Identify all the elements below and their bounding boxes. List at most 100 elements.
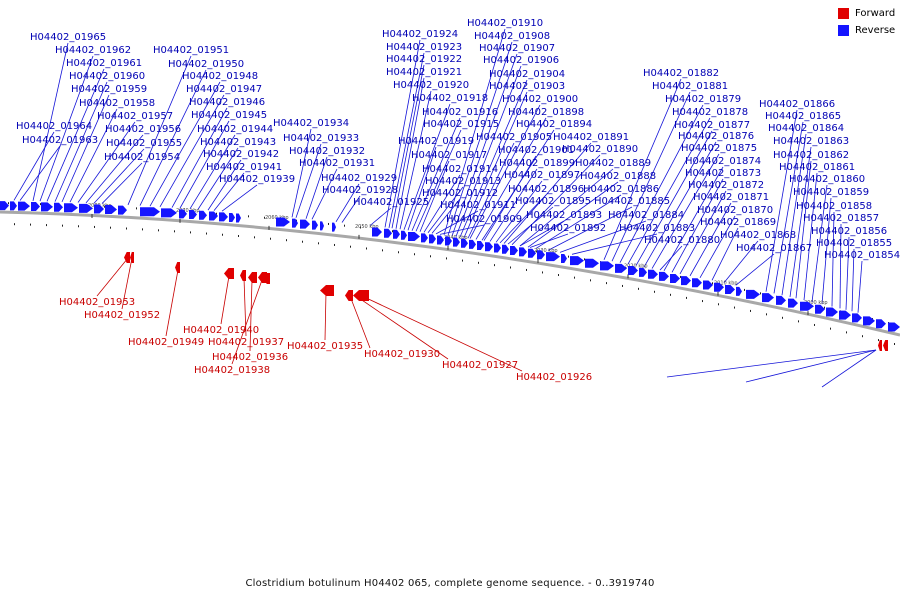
reverse-gene-label[interactable]: H04402_01907 — [479, 43, 555, 54]
reverse-gene-label[interactable]: H04402_01882 — [643, 68, 719, 79]
reverse-gene-label[interactable]: H04402_01909 — [446, 214, 522, 225]
reverse-gene-label[interactable]: H04402_01964 — [16, 121, 92, 132]
reverse-gene-label[interactable]: H04402_01946 — [189, 97, 265, 108]
reverse-gene-label[interactable]: H04402_01875 — [681, 143, 757, 154]
reverse-gene-label[interactable]: H04402_01951 — [153, 45, 229, 56]
reverse-gene-label[interactable]: H04402_01918 — [412, 93, 488, 104]
reverse-gene-label[interactable]: H04402_01857 — [803, 213, 879, 224]
forward-gene-label[interactable]: H04402_01936 — [212, 352, 288, 363]
forward-gene-label[interactable]: H04402_01940 — [183, 325, 259, 336]
forward-gene-label[interactable]: H04402_01952 — [84, 310, 160, 321]
reverse-gene-label[interactable]: H04402_01965 — [30, 32, 106, 43]
reverse-gene-label[interactable]: H04402_01893 — [526, 210, 602, 221]
reverse-gene-label[interactable]: H04402_01924 — [382, 29, 458, 40]
reverse-gene-label[interactable]: H04402_01920 — [393, 80, 469, 91]
reverse-gene-label[interactable]: H04402_01892 — [530, 223, 606, 234]
reverse-gene-label[interactable]: H04402_01933 — [283, 133, 359, 144]
reverse-gene-label[interactable]: H04402_01911 — [440, 200, 516, 211]
reverse-gene-label[interactable]: H04402_01957 — [97, 111, 173, 122]
reverse-gene-label[interactable]: H04402_01932 — [289, 146, 365, 157]
reverse-gene-label[interactable]: H04402_01880 — [644, 235, 720, 246]
reverse-gene-label[interactable]: H04402_01956 — [105, 124, 181, 135]
reverse-gene-label[interactable]: H04402_01876 — [678, 131, 754, 142]
forward-gene-label[interactable]: H04402_01927 — [442, 360, 518, 371]
reverse-gene-label[interactable]: H04402_01854 — [824, 250, 900, 261]
reverse-gene-label[interactable]: H04402_01873 — [685, 168, 761, 179]
reverse-gene-label[interactable]: H04402_01878 — [672, 107, 748, 118]
reverse-gene-label[interactable]: H04402_01870 — [697, 205, 773, 216]
reverse-gene-label[interactable]: H04402_01879 — [665, 94, 741, 105]
reverse-gene-label[interactable]: H04402_01928 — [322, 185, 398, 196]
reverse-gene-label[interactable]: H04402_01868 — [720, 230, 796, 241]
reverse-gene-label[interactable]: H04402_01958 — [79, 98, 155, 109]
reverse-gene-label[interactable]: H04402_01855 — [816, 238, 892, 249]
reverse-gene-label[interactable]: H04402_01963 — [22, 135, 98, 146]
reverse-gene-label[interactable]: H04402_01859 — [793, 187, 869, 198]
reverse-gene-label[interactable]: H04402_01910 — [467, 18, 543, 29]
reverse-gene-label[interactable]: H04402_01865 — [765, 111, 841, 122]
reverse-gene-label[interactable]: H04402_01860 — [789, 174, 865, 185]
reverse-gene-label[interactable]: H04402_01908 — [474, 31, 550, 42]
reverse-gene-label[interactable]: H04402_01906 — [483, 55, 559, 66]
forward-gene-label[interactable]: H04402_01926 — [516, 372, 592, 383]
reverse-gene-label[interactable]: H04402_01897 — [504, 170, 580, 181]
reverse-gene-label[interactable]: H04402_01934 — [273, 118, 349, 129]
reverse-gene-label[interactable]: H04402_01943 — [200, 137, 276, 148]
reverse-gene-label[interactable]: H04402_01960 — [69, 71, 145, 82]
reverse-gene-label[interactable]: H04402_01864 — [768, 123, 844, 134]
reverse-gene-label[interactable]: H04402_01904 — [489, 69, 565, 80]
reverse-gene-label[interactable]: H04402_01925 — [353, 197, 429, 208]
reverse-gene-label[interactable]: H04402_01939 — [219, 174, 295, 185]
reverse-gene-label[interactable]: H04402_01886 — [583, 184, 659, 195]
reverse-gene-label[interactable]: H04402_01881 — [652, 81, 728, 92]
reverse-gene-label[interactable]: H04402_01889 — [575, 158, 651, 169]
reverse-gene-label[interactable]: H04402_01922 — [386, 54, 462, 65]
reverse-gene-label[interactable]: H04402_01869 — [700, 217, 776, 228]
forward-gene-label[interactable]: H04402_01953 — [59, 297, 135, 308]
reverse-gene-label[interactable]: H04402_01894 — [516, 119, 592, 130]
reverse-gene-label[interactable]: H04402_01862 — [773, 150, 849, 161]
reverse-gene-label[interactable]: H04402_01877 — [674, 120, 750, 131]
reverse-gene-label[interactable]: H04402_01941 — [206, 162, 282, 173]
reverse-gene-label[interactable]: H04402_01950 — [168, 59, 244, 70]
forward-gene-label[interactable]: H04402_01949 — [128, 337, 204, 348]
reverse-gene-label[interactable]: H04402_01866 — [759, 99, 835, 110]
reverse-gene-label[interactable]: H04402_01929 — [321, 173, 397, 184]
reverse-gene-label[interactable]: H04402_01861 — [779, 162, 855, 173]
reverse-gene-label[interactable]: H04402_01919 — [398, 136, 474, 147]
reverse-gene-label[interactable]: H04402_01898 — [508, 107, 584, 118]
reverse-gene-label[interactable]: H04402_01899 — [499, 158, 575, 169]
reverse-gene-label[interactable]: H04402_01942 — [203, 149, 279, 160]
reverse-gene-label[interactable]: H04402_01931 — [299, 158, 375, 169]
reverse-gene-label[interactable]: H04402_01901 — [498, 145, 574, 156]
reverse-gene-label[interactable]: H04402_01948 — [182, 71, 258, 82]
reverse-gene-label[interactable]: H04402_01916 — [422, 107, 498, 118]
reverse-gene-label[interactable]: H04402_01867 — [736, 243, 812, 254]
reverse-gene-label[interactable]: H04402_01891 — [553, 132, 629, 143]
reverse-gene-label[interactable]: H04402_01900 — [502, 94, 578, 105]
reverse-gene-label[interactable]: H04402_01955 — [106, 138, 182, 149]
reverse-gene-label[interactable]: H04402_01874 — [685, 156, 761, 167]
reverse-gene-label[interactable]: H04402_01872 — [688, 180, 764, 191]
reverse-gene-label[interactable]: H04402_01884 — [608, 210, 684, 221]
reverse-gene-label[interactable]: H04402_01895 — [515, 196, 591, 207]
forward-gene-label[interactable]: H04402_01937 — [208, 337, 284, 348]
reverse-gene-label[interactable]: H04402_01915 — [423, 119, 499, 130]
reverse-gene-label[interactable]: H04402_01905 — [476, 132, 552, 143]
reverse-gene-label[interactable]: H04402_01959 — [71, 84, 147, 95]
reverse-gene-label[interactable]: H04402_01912 — [422, 188, 498, 199]
reverse-gene-label[interactable]: H04402_01921 — [386, 67, 462, 78]
reverse-gene-label[interactable]: H04402_01945 — [191, 110, 267, 121]
reverse-gene-label[interactable]: H04402_01913 — [425, 176, 501, 187]
reverse-gene-label[interactable]: H04402_01883 — [619, 223, 695, 234]
reverse-gene-label[interactable]: H04402_01856 — [811, 226, 887, 237]
reverse-gene-label[interactable]: H04402_01947 — [186, 84, 262, 95]
reverse-gene-label[interactable]: H04402_01962 — [55, 45, 131, 56]
reverse-gene-label[interactable]: H04402_01871 — [693, 192, 769, 203]
reverse-gene-label[interactable]: H04402_01863 — [773, 136, 849, 147]
reverse-gene-label[interactable]: H04402_01954 — [104, 152, 180, 163]
reverse-gene-label[interactable]: H04402_01923 — [386, 42, 462, 53]
forward-gene-label[interactable]: H04402_01935 — [287, 341, 363, 352]
reverse-gene-label[interactable]: H04402_01896 — [508, 184, 584, 195]
reverse-gene-label[interactable]: H04402_01903 — [489, 81, 565, 92]
